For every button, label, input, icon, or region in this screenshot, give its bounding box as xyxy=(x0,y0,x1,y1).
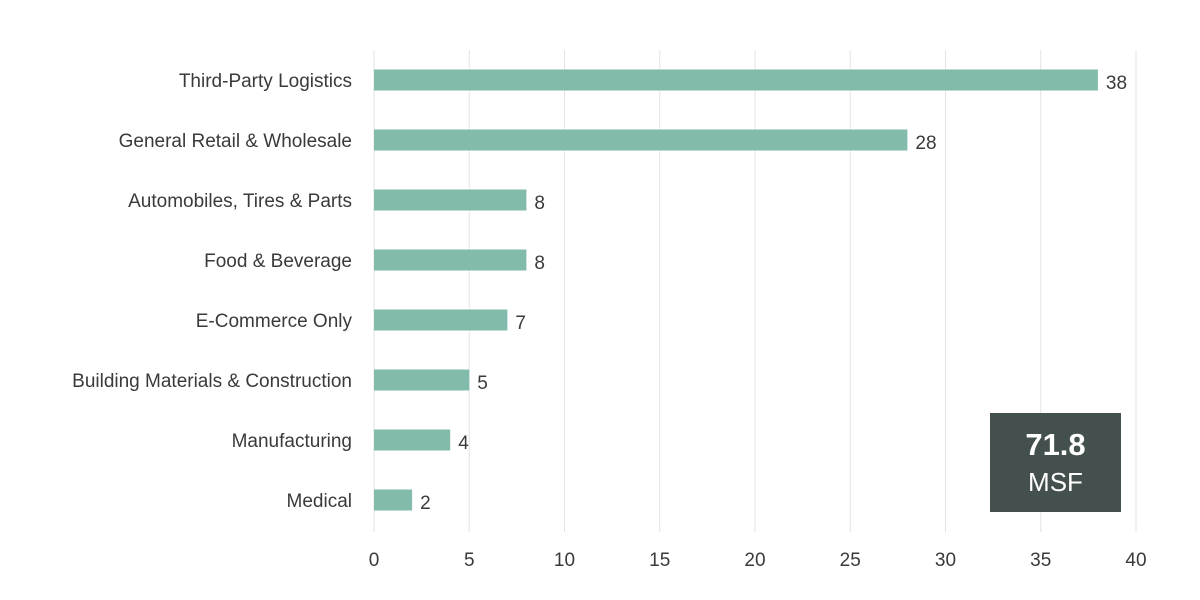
bar xyxy=(374,249,527,271)
bar xyxy=(374,369,470,391)
bar xyxy=(374,189,527,211)
bar xyxy=(374,69,1098,91)
x-tick-label: 25 xyxy=(840,550,861,571)
value-label: 2 xyxy=(420,493,431,514)
total-summary-box: 71.8 MSF xyxy=(990,413,1121,512)
category-label: General Retail & Wholesale xyxy=(119,131,352,152)
value-label: 28 xyxy=(915,133,936,154)
value-label: 38 xyxy=(1106,73,1127,94)
bar xyxy=(374,489,413,511)
x-tick-label: 20 xyxy=(744,550,765,571)
x-axis-ticks: 0 5 10 15 20 25 30 35 40 xyxy=(369,550,1147,571)
category-label: Automobiles, Tires & Parts xyxy=(128,191,352,212)
x-tick-label: 0 xyxy=(369,550,380,571)
category-label: Third-Party Logistics xyxy=(179,71,352,92)
category-labels: Third-Party Logistics General Retail & Wh… xyxy=(72,71,352,512)
bars xyxy=(374,69,1098,511)
value-label: 8 xyxy=(534,193,545,214)
x-tick-label: 10 xyxy=(554,550,575,571)
total-unit: MSF xyxy=(1028,466,1083,497)
x-tick-label: 35 xyxy=(1030,550,1051,571)
category-label: E-Commerce Only xyxy=(196,311,353,332)
category-label: Medical xyxy=(287,491,352,512)
x-tick-label: 30 xyxy=(935,550,956,571)
value-label: 4 xyxy=(458,433,469,454)
value-label: 7 xyxy=(515,313,526,334)
bar xyxy=(374,309,508,331)
total-value: 71.8 xyxy=(1025,427,1086,463)
bar xyxy=(374,429,451,451)
x-tick-label: 15 xyxy=(649,550,670,571)
category-label: Food & Beverage xyxy=(204,251,352,272)
value-labels: 38 28 8 8 7 5 4 2 xyxy=(420,73,1127,514)
category-label: Building Materials & Construction xyxy=(72,371,352,392)
value-label: 5 xyxy=(477,373,488,394)
x-tick-label: 5 xyxy=(464,550,475,571)
value-label: 8 xyxy=(534,253,545,274)
x-tick-label: 40 xyxy=(1125,550,1146,571)
category-label: Manufacturing xyxy=(232,431,352,452)
bar xyxy=(374,129,908,151)
